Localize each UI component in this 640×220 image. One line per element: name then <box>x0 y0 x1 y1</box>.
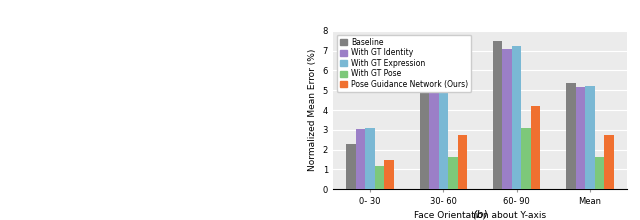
Bar <box>576 87 585 189</box>
Bar <box>429 86 438 189</box>
Bar <box>419 82 429 189</box>
Bar <box>512 46 522 189</box>
Bar <box>356 129 365 189</box>
Bar <box>502 49 512 189</box>
Bar <box>458 135 467 189</box>
Bar <box>438 84 448 189</box>
Bar <box>384 160 394 189</box>
Bar <box>604 135 614 189</box>
Bar <box>448 157 458 189</box>
Bar <box>531 106 541 189</box>
Bar <box>566 83 576 189</box>
Bar <box>585 86 595 189</box>
Bar <box>595 157 604 189</box>
Bar <box>522 128 531 189</box>
Bar <box>346 144 356 189</box>
Y-axis label: Normalized Mean Error (%): Normalized Mean Error (%) <box>308 49 317 171</box>
Legend: Baseline, With GT Identity, With GT Expression, With GT Pose, Pose Guidance Netw: Baseline, With GT Identity, With GT Expr… <box>337 35 471 92</box>
Bar <box>375 166 384 189</box>
Text: (b): (b) <box>472 210 488 220</box>
X-axis label: Face Orientation about Y-axis: Face Orientation about Y-axis <box>414 211 546 220</box>
Bar <box>365 128 375 189</box>
Bar <box>493 41 502 189</box>
